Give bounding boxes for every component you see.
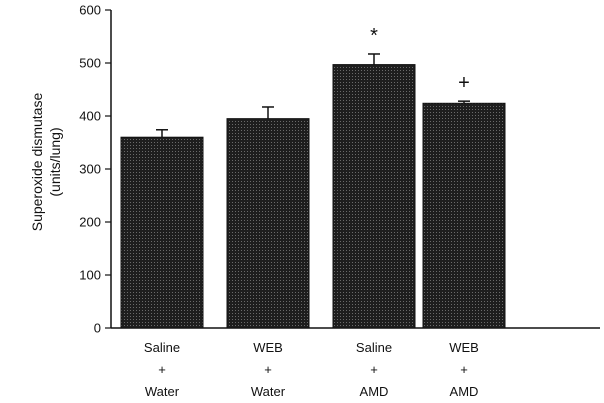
y-axis-title-line-1: Superoxide dismutase: [29, 93, 45, 232]
x-tick-label-3-line-1: Saline: [356, 340, 392, 355]
x-tick-label-4-line-3: AMD: [450, 384, 479, 399]
x-tick-label-2-line-3: Water: [251, 384, 286, 399]
bar-3: [332, 64, 416, 329]
y-tick-label-200: 200: [79, 215, 101, 230]
x-tick-label-3-line-3: AMD: [360, 384, 389, 399]
plot-area: 0 100 200 300 400 500 600 Saline + Water WEB + Water…: [79, 3, 600, 399]
bar-4: [422, 102, 506, 329]
x-tick-label-1-line-3: Water: [145, 384, 180, 399]
y-tick-label-100: 100: [79, 268, 101, 283]
y-tick-label-400: 400: [79, 109, 101, 124]
y-tick-label-300: 300: [79, 162, 101, 177]
x-tick-label-1-line-1: Saline: [144, 340, 180, 355]
significance-plus: +: [458, 72, 470, 94]
bar-1: [120, 136, 204, 329]
y-tick-label-500: 500: [79, 56, 101, 71]
y-tick-label-600: 600: [79, 3, 101, 18]
y-axis-title-line-2: (units/lung): [47, 127, 63, 196]
x-tick-label-3-line-2: +: [370, 362, 378, 377]
y-tick-label-0: 0: [94, 321, 101, 336]
x-tick-label-1-line-2: +: [158, 362, 166, 377]
x-tick-label-2-line-1: WEB: [253, 340, 283, 355]
significance-asterisk: *: [370, 25, 378, 47]
bar-2: [226, 118, 310, 329]
y-axis-title: Superoxide dismutase (units/lung): [29, 93, 63, 232]
x-tick-label-4-line-1: WEB: [449, 340, 479, 355]
x-tick-label-2-line-2: +: [264, 362, 272, 377]
x-tick-label-4-line-2: +: [460, 362, 468, 377]
